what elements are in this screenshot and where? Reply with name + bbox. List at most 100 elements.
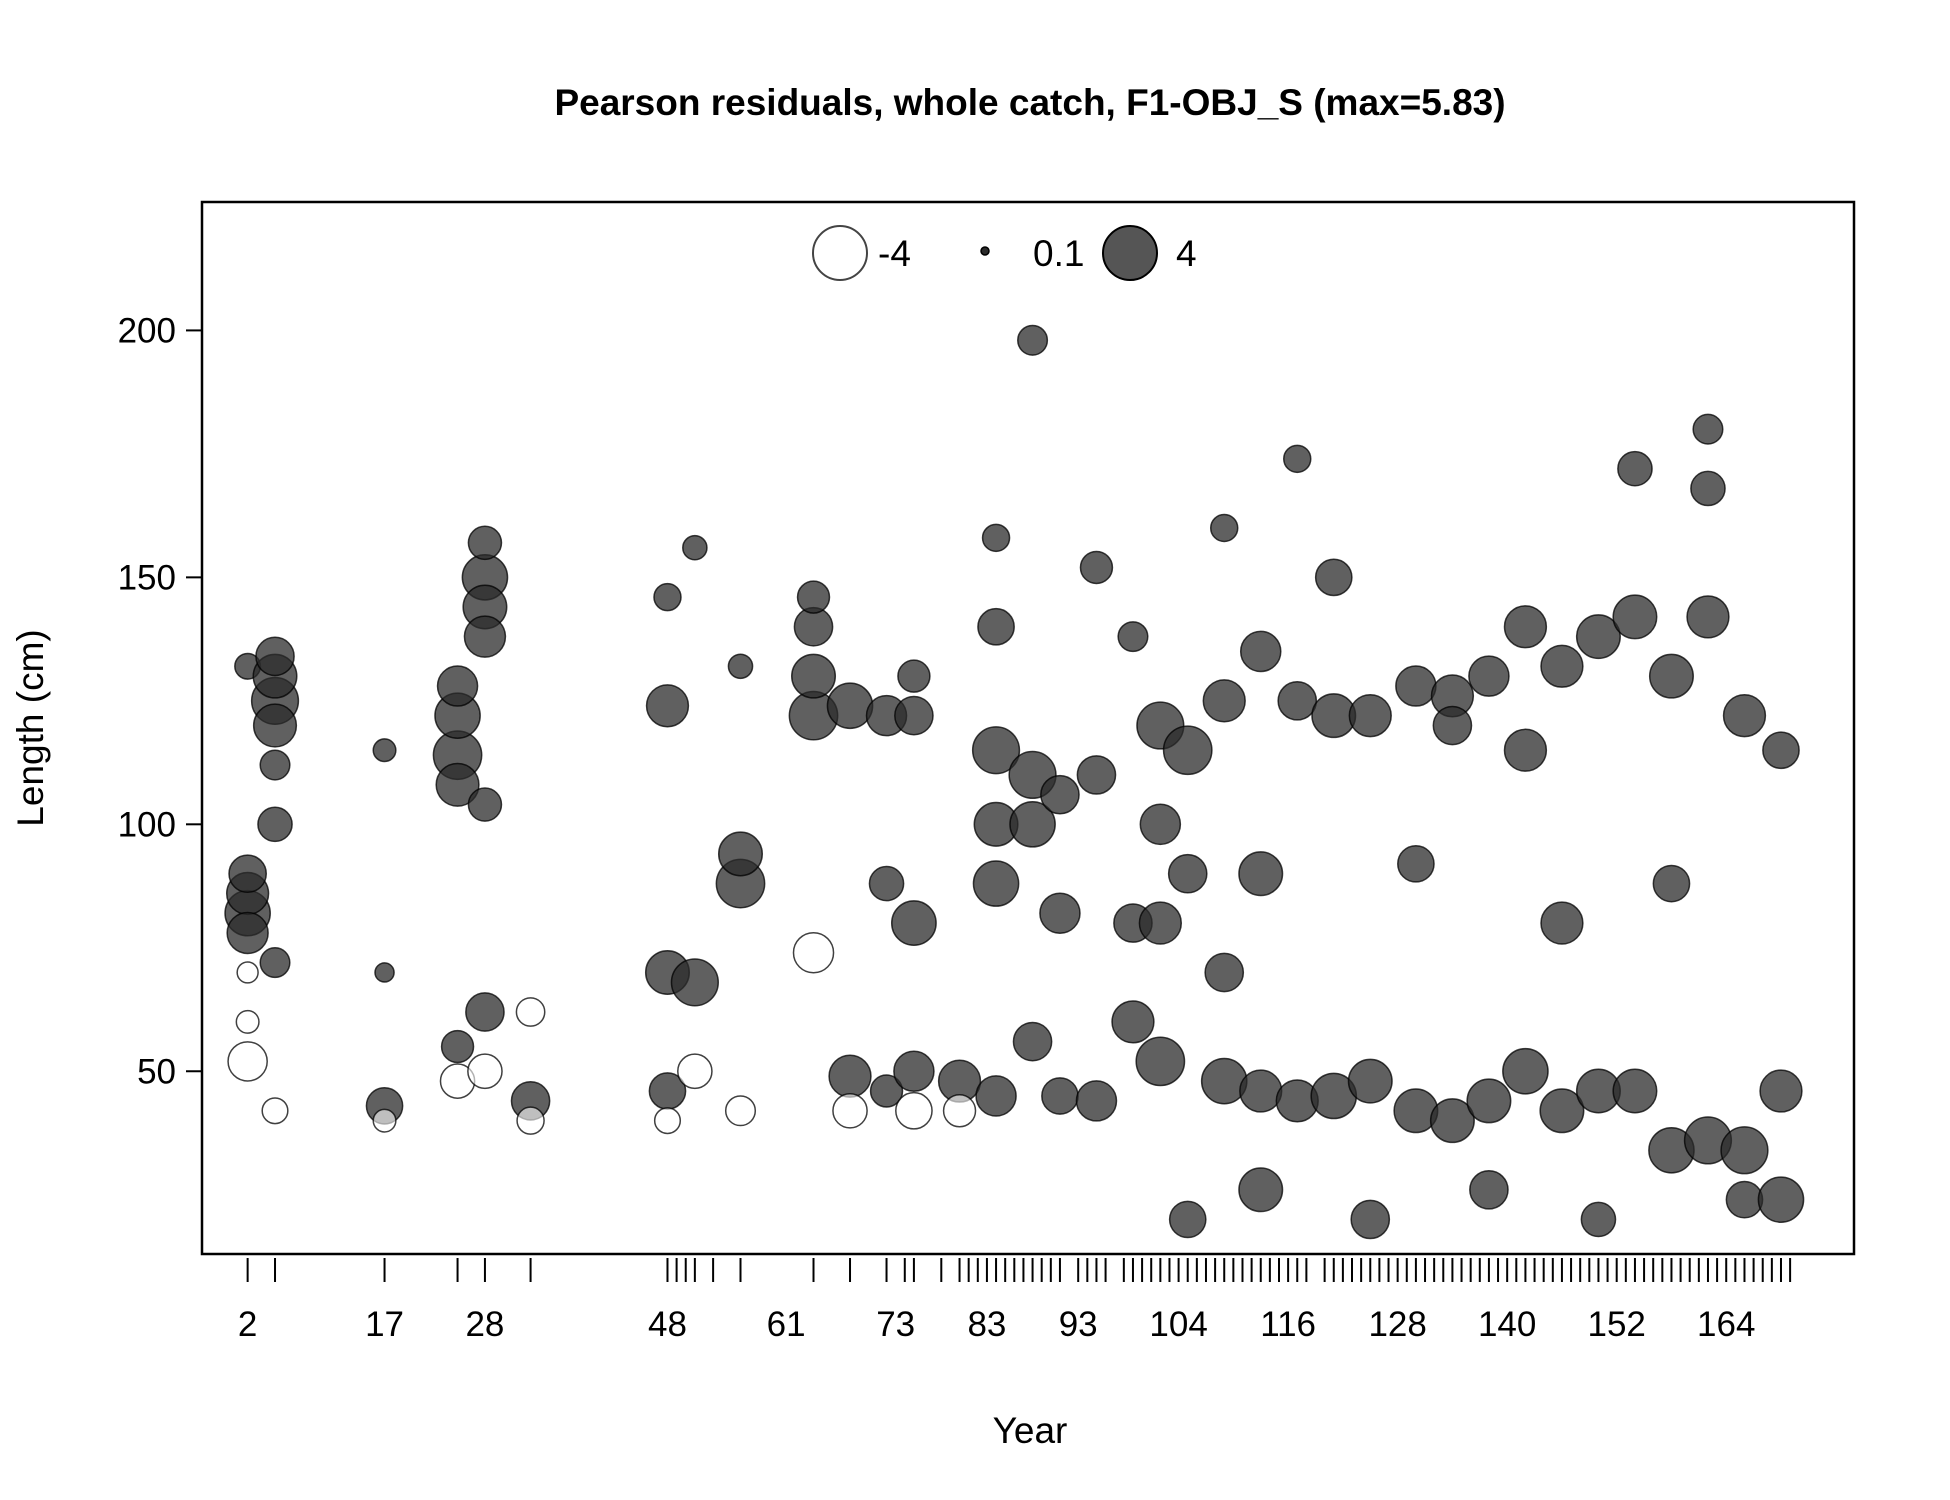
positive-residual-bubble <box>1162 725 1213 776</box>
positive-residual-bubble <box>1204 952 1245 993</box>
negative-residual-bubble <box>227 1041 268 1082</box>
positive-residual-bubble <box>1012 1021 1053 1062</box>
negative-residual-bubble <box>236 961 259 984</box>
positive-residual-bubble <box>1503 605 1548 649</box>
positive-residual-bubble <box>828 1054 872 1098</box>
positive-residual-bubble <box>893 1050 935 1093</box>
negative-residual-bubble <box>832 1092 868 1129</box>
x-tick-label: 28 <box>465 1305 504 1344</box>
positive-residual-bubble <box>897 659 931 693</box>
x-tick-label: 104 <box>1149 1305 1207 1344</box>
positive-residual-bubble <box>1167 853 1208 894</box>
negative-residual-bubble <box>516 1106 545 1135</box>
positive-residual-bubble <box>653 582 682 612</box>
positive-residual-bubble <box>467 787 503 822</box>
legend: -4 0.1 4 <box>812 225 1197 281</box>
x-tick-label: 152 <box>1587 1305 1645 1344</box>
positive-residual-bubble <box>1238 851 1284 897</box>
y-tick-label: 50 <box>137 1052 176 1091</box>
positive-residual-bubble <box>1759 1069 1803 1113</box>
positive-residual-bubble <box>868 865 905 902</box>
positive-residual-bubble <box>259 749 291 781</box>
positive-residual-bubble <box>1652 864 1691 903</box>
positive-residual-bubble <box>796 580 831 614</box>
positive-residual-bubble <box>1580 1201 1617 1238</box>
positive-residual-bubble <box>1079 550 1114 585</box>
legend-label-small: 0.1 <box>1033 233 1084 274</box>
positive-residual-bubble <box>1720 1126 1769 1175</box>
positive-residual-bubble <box>1395 665 1437 707</box>
positive-residual-bubble <box>1239 630 1282 673</box>
positive-residual-bubble <box>1348 693 1392 738</box>
positive-residual-bubble <box>717 831 764 877</box>
x-tick-label: 140 <box>1478 1305 1536 1344</box>
positive-residual-bubble <box>1725 1180 1764 1219</box>
positive-residual-bubble <box>1041 1077 1079 1115</box>
positive-residual-bubble <box>682 534 708 561</box>
positive-residual-bubble <box>869 1074 904 1108</box>
positive-residual-bubble <box>1762 731 1800 770</box>
positive-residual-bubble <box>440 1029 475 1064</box>
x-axis-label: Year <box>993 1410 1068 1451</box>
positive-residual-bubble <box>1138 901 1183 945</box>
positive-residual-bubble <box>1209 513 1239 543</box>
positive-residual-bubble <box>670 958 719 1007</box>
positive-residual-bubble <box>1202 679 1246 723</box>
positive-residual-bubble <box>1238 1167 1284 1213</box>
positive-residual-bubble <box>894 695 934 736</box>
positive-residual-bubble <box>1466 1078 1512 1124</box>
positive-residual-bubble <box>1076 755 1117 795</box>
x-tick-label: 164 <box>1697 1305 1755 1344</box>
negative-residual-bubble <box>467 1053 503 1090</box>
positive-residual-bubble <box>1686 595 1730 639</box>
x-tick-label: 61 <box>767 1305 806 1344</box>
y-tick-label: 150 <box>118 558 176 597</box>
positive-residual-bubble <box>981 523 1011 553</box>
positive-residual-bubble <box>1540 644 1584 688</box>
positive-residual-bubble <box>1575 614 1621 660</box>
x-tick-label: 48 <box>648 1305 687 1344</box>
x-tick-label: 73 <box>876 1305 915 1344</box>
positive-residual-bubble <box>645 684 690 728</box>
positive-residual-bubble <box>1429 1098 1475 1144</box>
positive-residual-bubble <box>1168 1200 1207 1239</box>
positive-residual-bubble <box>977 607 1015 646</box>
positive-residual-bubble <box>1239 1069 1283 1113</box>
positive-residual-bubble <box>374 962 395 983</box>
positive-residual-bubble <box>252 703 298 748</box>
positive-residual-bubble <box>1722 693 1767 738</box>
positive-residual-bubble <box>1117 621 1149 653</box>
positive-residual-bubble <box>1139 803 1182 846</box>
x-tick-label: 116 <box>1260 1305 1316 1344</box>
positive-residual-bubble <box>1397 844 1435 883</box>
positive-residual-bubble <box>826 682 874 730</box>
plot-frame <box>200 200 1856 1256</box>
negative-residual-bubble <box>235 1009 260 1034</box>
negative-residual-bubble <box>895 1091 933 1130</box>
positive-residual-bubble <box>1612 1068 1658 1114</box>
positive-residual-bubble <box>1075 1080 1118 1122</box>
positive-residual-bubble <box>1469 1169 1509 1210</box>
negative-residual-bubble <box>515 997 546 1027</box>
positive-residual-bubble <box>255 636 295 677</box>
positive-residual-bubble <box>1757 1176 1805 1224</box>
positive-residual-bubble <box>727 653 754 680</box>
y-axis-label: Length (cm) <box>10 629 51 826</box>
positive-residual-bubble <box>1017 324 1049 356</box>
x-tick-label: 2 <box>238 1305 257 1344</box>
positive-residual-bubble <box>1617 450 1653 487</box>
positive-residual-bubble <box>1350 1199 1391 1240</box>
positive-residual-bubble <box>790 653 837 699</box>
positive-residual-bubble <box>972 860 1020 907</box>
x-tick-label: 83 <box>967 1305 1006 1344</box>
positive-residual-bubble <box>259 947 291 979</box>
y-axis: 50 100 150 200 <box>118 311 202 1091</box>
x-axis: 2 17 28 48 61 73 83 93 104 116 128 140 152 164 <box>238 1258 1792 1344</box>
x-tick-label: 93 <box>1059 1305 1098 1344</box>
positive-residual-bubble <box>463 615 507 658</box>
positive-residual-bubble <box>1040 774 1080 815</box>
negative-residual-bubble <box>792 931 835 974</box>
positive-residual-bubble <box>436 665 479 707</box>
positive-residual-bubble <box>971 726 1021 775</box>
